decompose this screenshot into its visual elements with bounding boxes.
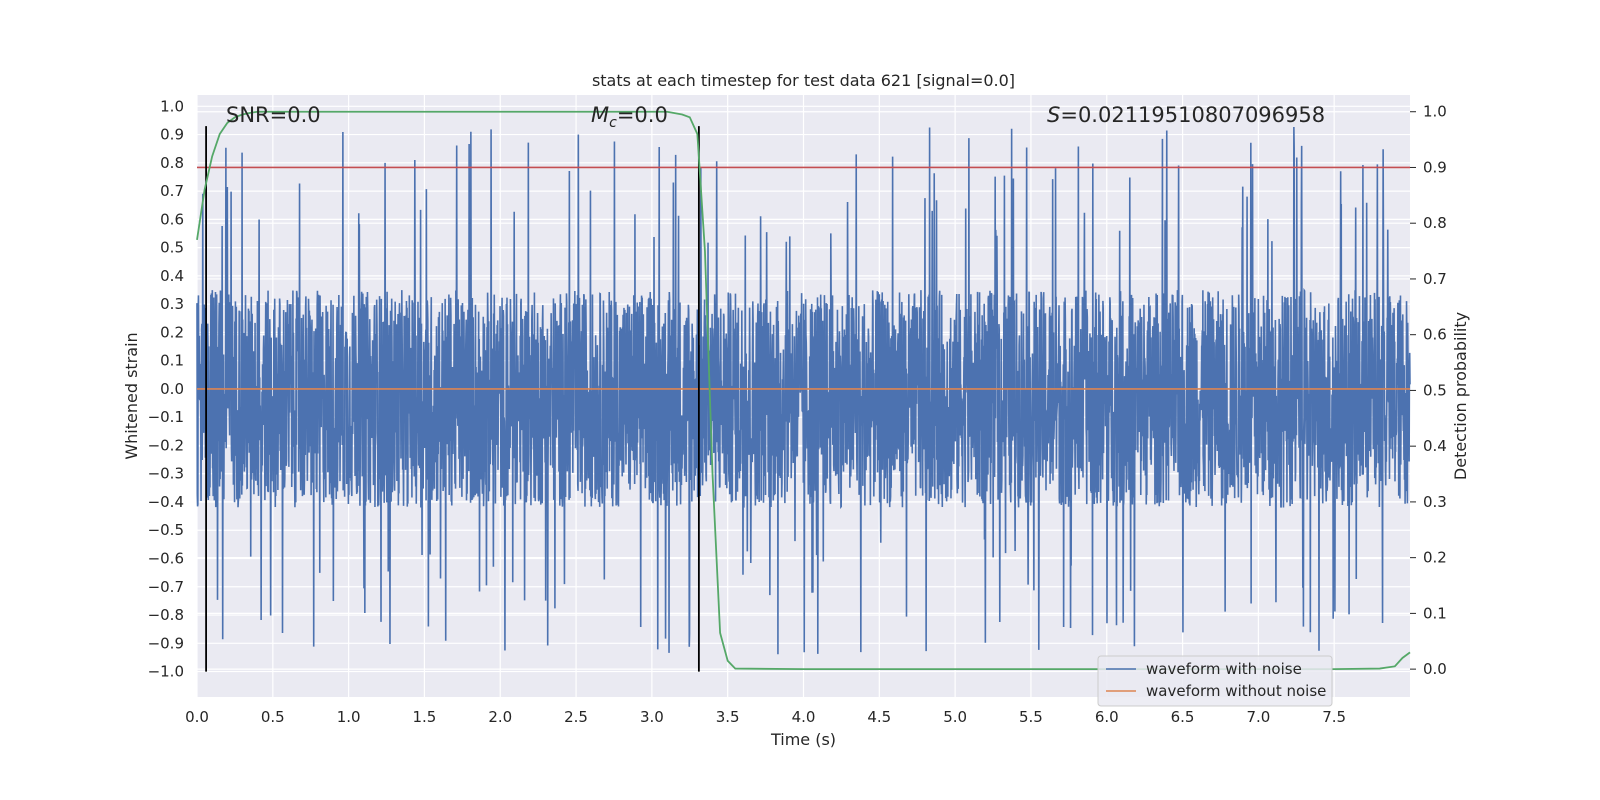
y-tick-label-right: 0.7 (1423, 270, 1447, 288)
x-tick-label: 2.5 (564, 708, 588, 726)
y-tick-label-left: −0.4 (148, 493, 184, 511)
x-tick-label: 3.0 (640, 708, 664, 726)
y-tick-label-left: 1.0 (160, 97, 184, 115)
y-tick-label-left: 0.4 (160, 267, 184, 285)
y-tick-label-left: 0.7 (160, 182, 184, 200)
mc-value: =0.0 (617, 103, 668, 127)
y-tick-label-left: −0.3 (148, 465, 184, 483)
legend: waveform with noise waveform without noi… (1097, 655, 1333, 707)
x-tick-label: 7.0 (1246, 708, 1270, 726)
y-tick-label-right: 0.9 (1423, 158, 1447, 176)
y-tick-label-right: 1.0 (1423, 103, 1447, 121)
y-tick-label-left: 0.0 (160, 380, 184, 398)
y-tick-label-left: −0.6 (148, 550, 184, 568)
y-tick-label-left: −0.8 (148, 606, 184, 624)
legend-label-clean: waveform without noise (1146, 682, 1326, 700)
y-axis-label-right: Detection probability (1451, 312, 1470, 480)
x-tick-label: 0.0 (185, 708, 209, 726)
x-tick-label: 4.0 (792, 708, 816, 726)
x-tick-label: 6.0 (1095, 708, 1119, 726)
chirp-mass-annotation: Mc=0.0 (591, 103, 668, 131)
chart-title: stats at each timestep for test data 621… (592, 71, 1015, 90)
noise-waveform-line (196, 126, 1411, 655)
x-tick-label: 1.5 (413, 708, 437, 726)
y-tick-label-left: 0.9 (160, 126, 184, 144)
y-tick-label-left: 0.8 (160, 154, 184, 172)
y-tick-label-left: −0.9 (148, 634, 184, 652)
mc-subscript: c (609, 115, 617, 131)
s-symbol: S (1047, 103, 1060, 127)
x-tick-label: 0.5 (261, 708, 285, 726)
y-tick-label-left: 0.5 (160, 239, 184, 257)
x-tick-label: 2.0 (488, 708, 512, 726)
x-tick-label: 4.5 (867, 708, 891, 726)
x-tick-label: 1.0 (337, 708, 361, 726)
y-tick-label-right: 0.3 (1423, 493, 1447, 511)
y-tick-label-left: 0.1 (160, 352, 184, 370)
y-tick-label-left: −0.5 (148, 521, 184, 539)
x-axis-label: Time (s) (770, 730, 836, 749)
snr-annotation: SNR=0.0 (226, 103, 321, 127)
x-tick-label: 6.5 (1171, 708, 1195, 726)
mc-symbol: M (591, 103, 609, 127)
legend-label-noise: waveform with noise (1146, 660, 1302, 678)
y-tick-label-left: 0.6 (160, 210, 184, 228)
y-tick-label-left: −1.0 (148, 663, 184, 681)
y-tick-label-right: 0.4 (1423, 437, 1447, 455)
y-tick-label-left: −0.2 (148, 436, 184, 454)
y-tick-label-right: 0.5 (1423, 381, 1447, 399)
y-tick-label-right: 0.6 (1423, 326, 1447, 344)
y-tick-label-left: 0.2 (160, 323, 184, 341)
y-axis-label-left: Whitened strain (122, 332, 141, 459)
y-tick-label-right: 0.2 (1423, 549, 1447, 567)
noise-waveform-series (196, 126, 1411, 655)
tick-labels: 0.0 0.5 1.0 1.5 2.0 2.5 3.0 3.5 4.0 4.5 5.0 5.5 6.0 6… (148, 97, 1447, 726)
s-value: =0.02119510807096958 (1060, 103, 1325, 127)
y-tick-label-right: 0.8 (1423, 214, 1447, 232)
y-tick-label-left: 0.3 (160, 295, 184, 313)
x-tick-label: 5.5 (1019, 708, 1043, 726)
y-tick-label-right: 0.1 (1423, 604, 1447, 622)
x-tick-label: 5.0 (943, 708, 967, 726)
y-tick-label-right: 0.0 (1423, 660, 1447, 678)
legend-box (1097, 655, 1333, 707)
x-tick-label: 7.5 (1322, 708, 1346, 726)
y-tick-label-left: −0.7 (148, 578, 184, 596)
x-tick-label: 3.5 (716, 708, 740, 726)
y-tick-label-left: −0.1 (148, 408, 184, 426)
s-annotation: S=0.02119510807096958 (1047, 103, 1325, 127)
